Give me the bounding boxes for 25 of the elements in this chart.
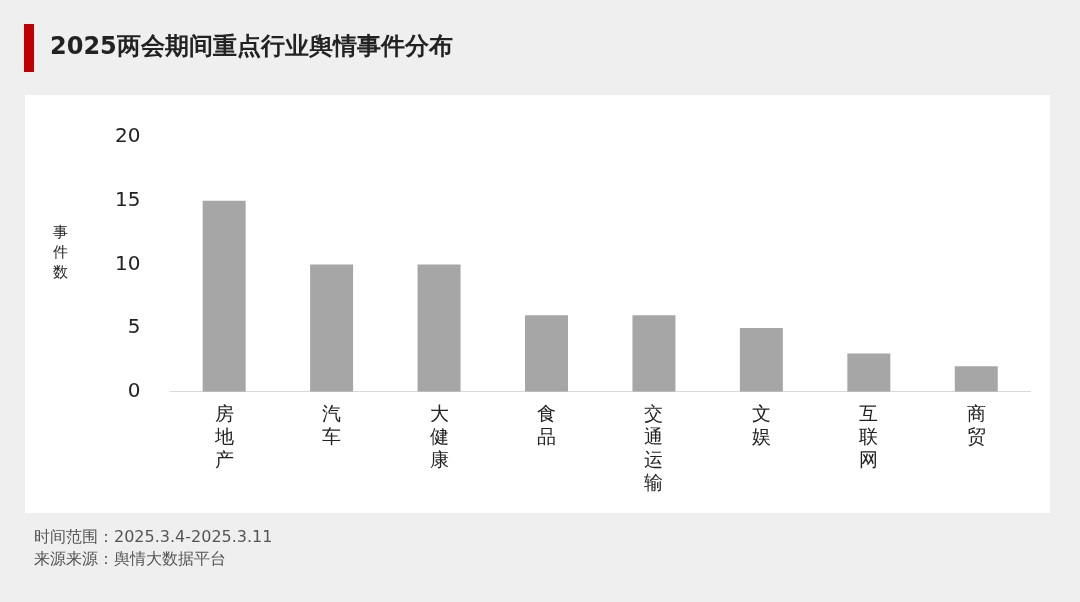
text: 来源来源：舆情大数据平台: [34, 548, 227, 570]
text: 时间范围：2025.3.4-2025.3.11: [34, 526, 273, 548]
bar: [417, 264, 461, 392]
x-tick-label: 汽车: [322, 402, 342, 447]
x-tick-label: 食品: [537, 402, 556, 447]
y-tick-label: 10: [115, 250, 141, 275]
y-tick-label: 15: [115, 186, 141, 211]
bar: [847, 353, 891, 392]
x-tick-label: 房地产: [213, 402, 234, 470]
x-tick-label: 互联网: [859, 402, 879, 470]
bar: [739, 328, 783, 392]
x-tick-label: 文娱: [751, 402, 771, 447]
bar: [632, 315, 676, 392]
y-axis-title: 事件数: [51, 222, 69, 282]
x-tick-label: 大健康: [429, 402, 449, 470]
y-tick-label: 20: [115, 123, 141, 148]
bar: [525, 315, 568, 392]
bar: [310, 264, 354, 392]
x-tick-label: 商贸: [966, 402, 986, 447]
x-tick-label: 交通运输: [644, 402, 664, 493]
bar: [954, 366, 998, 392]
y-tick-label: 0: [127, 378, 141, 402]
y-tick-label: 5: [127, 314, 141, 339]
chart-title: 2025两会期间重点行业舆情事件分布: [50, 31, 453, 62]
bar: [202, 200, 246, 392]
